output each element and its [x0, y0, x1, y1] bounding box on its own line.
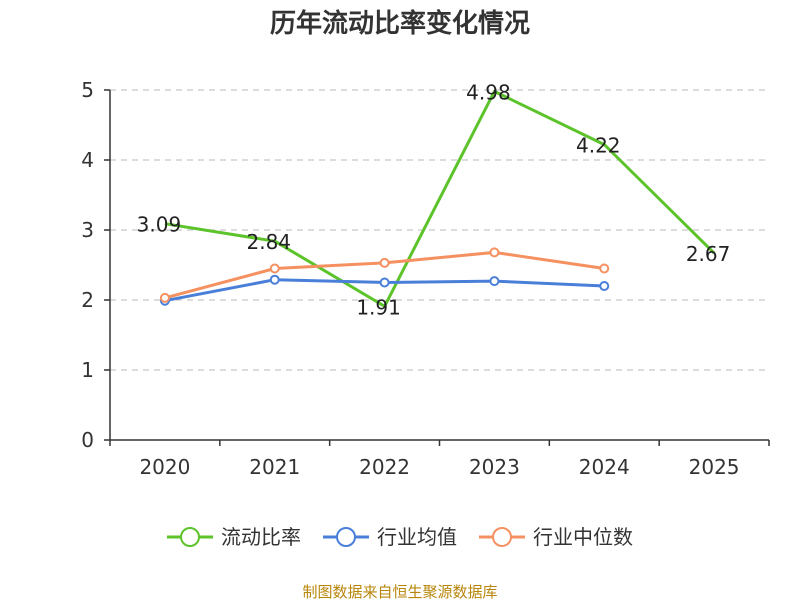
- x-tick-label: 2023: [469, 455, 520, 479]
- series-group: [159, 89, 716, 308]
- data-label: 4.98: [466, 80, 511, 104]
- legend-label: 流动比率: [221, 525, 301, 549]
- series-point-1: [269, 274, 280, 285]
- series-line-0: [164, 89, 716, 308]
- y-tick-label: 1: [81, 358, 94, 382]
- legend: 流动比率 行业均值 行业中位数: [167, 525, 633, 549]
- x-tick-label: 2025: [689, 455, 740, 479]
- data-label: 2.84: [246, 230, 291, 254]
- data-label: 1.91: [356, 295, 401, 319]
- legend-label: 行业均值: [377, 525, 457, 549]
- x-tick-label: 2021: [249, 455, 300, 479]
- axes: 0 1 2 3 4 5 2020 2021 2022 2023 2024 2025: [81, 78, 770, 479]
- legend-marker-0: [180, 527, 200, 547]
- x-tick-label: 2020: [139, 455, 190, 479]
- y-tick-label: 2: [81, 288, 94, 312]
- data-label: 3.09: [137, 213, 182, 237]
- series-point-1: [379, 277, 390, 288]
- y-tick-label: 3: [81, 218, 94, 242]
- data-label: 4.22: [576, 134, 621, 158]
- legend-marker-1: [336, 527, 356, 547]
- series-point-2: [269, 263, 280, 274]
- series-point-2: [159, 292, 170, 303]
- x-tick-label: 2024: [579, 455, 630, 479]
- source-note: 制图数据来自恒生聚源数据库: [302, 583, 497, 600]
- data-label: 2.67: [686, 242, 731, 266]
- y-tick-label: 0: [81, 428, 94, 452]
- series-point-2: [489, 247, 500, 258]
- series-point-2: [379, 257, 390, 268]
- series-point-2: [599, 263, 610, 274]
- legend-marker-2: [492, 527, 512, 547]
- data-labels: 3.09 2.84 1.91 4.98 4.22 2.67: [137, 80, 731, 319]
- series-point-1: [489, 276, 500, 287]
- chart-title: 历年流动比率变化情况: [270, 8, 530, 39]
- y-tick-label: 5: [81, 78, 94, 102]
- series-point-1: [599, 281, 610, 291]
- legend-label: 行业中位数: [533, 525, 633, 549]
- x-tick-label: 2022: [359, 455, 410, 479]
- y-tick-label: 4: [81, 148, 94, 172]
